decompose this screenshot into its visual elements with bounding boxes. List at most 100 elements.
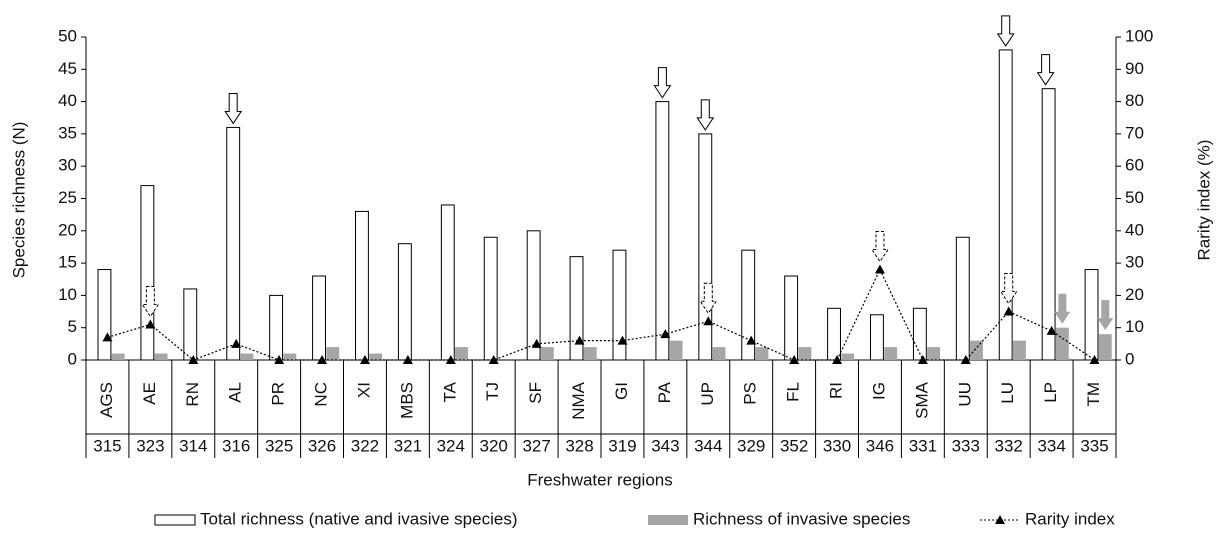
rarity-marker bbox=[188, 355, 199, 364]
rarity-marker bbox=[488, 355, 499, 364]
rarity-marker bbox=[874, 264, 885, 274]
code-label: 331 bbox=[909, 436, 937, 455]
rarity-line bbox=[107, 268, 1095, 361]
bar bbox=[283, 353, 297, 360]
bar bbox=[841, 353, 855, 360]
code-label: 326 bbox=[308, 436, 336, 455]
code-label: 332 bbox=[995, 436, 1023, 455]
x-tick-label: SMA bbox=[912, 381, 931, 419]
bar bbox=[1084, 269, 1099, 361]
bar bbox=[712, 347, 726, 360]
x-tick-label: IG bbox=[869, 382, 888, 400]
y2-tick-label: 0 bbox=[1125, 349, 1134, 368]
x-tick-label: FL bbox=[784, 382, 803, 402]
rarity-marker bbox=[231, 338, 242, 348]
bar bbox=[483, 236, 498, 361]
code-label: 346 bbox=[866, 436, 894, 455]
rarity-marker bbox=[660, 329, 671, 339]
code-label: 325 bbox=[265, 436, 293, 455]
bar bbox=[526, 230, 541, 361]
bar bbox=[827, 307, 841, 361]
x-tick-label: PR bbox=[269, 382, 288, 406]
bar bbox=[870, 314, 884, 361]
x-tick-label: SF bbox=[526, 382, 545, 404]
code-label: 329 bbox=[737, 436, 765, 455]
code-label: 322 bbox=[351, 436, 379, 455]
legend-label: Rarity index bbox=[1025, 509, 1115, 528]
legend-swatch bbox=[154, 514, 196, 526]
y-tick-label: 35 bbox=[58, 123, 77, 142]
bar bbox=[1098, 334, 1112, 360]
rarity-marker bbox=[703, 316, 714, 326]
rarity-marker bbox=[317, 355, 328, 364]
y-tick-label: 30 bbox=[58, 156, 77, 175]
annotation-arrow bbox=[996, 15, 1015, 47]
bar bbox=[1055, 327, 1069, 360]
bar bbox=[741, 249, 756, 361]
rarity-marker bbox=[1089, 355, 1100, 364]
legend-label: Total richness (native and ivasive speci… bbox=[200, 509, 517, 528]
rarity-marker bbox=[445, 355, 456, 364]
bar bbox=[755, 347, 769, 360]
y2-axis-title: Rarity index (%) bbox=[1194, 140, 1213, 261]
y-tick-label: 25 bbox=[58, 188, 77, 207]
y2-tick-label: 100 bbox=[1125, 26, 1153, 45]
bar bbox=[226, 126, 241, 361]
bar bbox=[583, 347, 597, 360]
annotation-arrow bbox=[1097, 300, 1114, 331]
rarity-marker bbox=[145, 319, 156, 329]
bar bbox=[955, 236, 970, 361]
bar bbox=[612, 249, 627, 361]
code-label: 344 bbox=[694, 436, 722, 455]
rarity-marker bbox=[917, 355, 928, 364]
rarity-marker bbox=[746, 335, 757, 345]
x-tick-label: UP bbox=[698, 382, 717, 406]
bar bbox=[455, 347, 468, 360]
y2-tick-label: 20 bbox=[1125, 285, 1144, 304]
x-tick-label: MBS bbox=[397, 382, 416, 419]
bar bbox=[884, 347, 898, 360]
bar bbox=[355, 210, 369, 361]
x-tick-label: LU bbox=[998, 382, 1017, 404]
rarity-marker bbox=[102, 332, 113, 342]
bar bbox=[970, 340, 983, 360]
y-tick-label: 50 bbox=[58, 26, 77, 45]
y2-tick-label: 30 bbox=[1125, 253, 1144, 272]
x-tick-label: PS bbox=[741, 382, 760, 405]
code-label: 352 bbox=[780, 436, 808, 455]
bar bbox=[369, 353, 383, 360]
y-tick-label: 20 bbox=[58, 220, 77, 239]
bar bbox=[97, 269, 112, 361]
rarity-marker bbox=[574, 335, 585, 345]
y2-tick-label: 80 bbox=[1125, 91, 1144, 110]
code-label: 335 bbox=[1080, 436, 1108, 455]
legend-swatch bbox=[648, 515, 688, 525]
annotation-arrow bbox=[141, 285, 160, 318]
annotation-arrow bbox=[696, 99, 715, 131]
code-label: 328 bbox=[565, 436, 593, 455]
bar bbox=[140, 185, 155, 361]
code-label: 327 bbox=[522, 436, 550, 455]
y2-tick-label: 40 bbox=[1125, 220, 1144, 239]
x-tick-label: RN bbox=[183, 382, 202, 407]
annotation-arrow bbox=[871, 231, 889, 263]
code-label: 320 bbox=[480, 436, 508, 455]
y-tick-label: 5 bbox=[68, 317, 77, 336]
code-label: 315 bbox=[93, 436, 121, 455]
y-axis-title: Species richness (N) bbox=[9, 122, 28, 279]
bar bbox=[154, 353, 168, 360]
x-tick-label: AE bbox=[140, 382, 159, 405]
annotation-arrow bbox=[699, 282, 718, 315]
x-axis-title: Freshwater regions bbox=[527, 470, 673, 489]
annotation-arrow bbox=[224, 92, 243, 125]
y-tick-label: 40 bbox=[58, 91, 77, 110]
bar bbox=[540, 347, 554, 360]
rarity-marker bbox=[789, 355, 800, 364]
rarity-marker bbox=[274, 355, 285, 364]
bar bbox=[669, 340, 683, 360]
bar bbox=[1013, 340, 1026, 360]
bar bbox=[440, 204, 455, 361]
y2-tick-label: 70 bbox=[1125, 123, 1144, 142]
legend-swatch bbox=[995, 515, 1005, 524]
